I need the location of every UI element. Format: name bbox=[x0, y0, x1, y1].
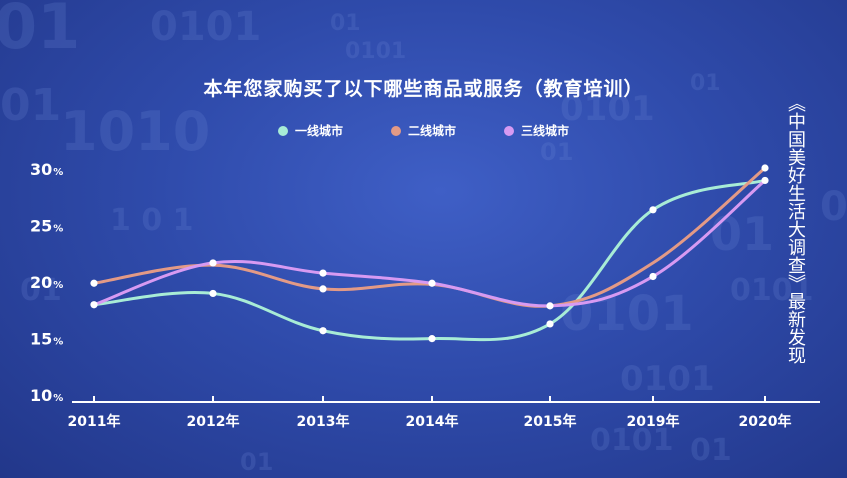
y-tick-number: 10 bbox=[30, 386, 52, 405]
binary-digit-decoration: 01 bbox=[540, 138, 573, 166]
data-point bbox=[319, 269, 327, 277]
binary-digit-decoration: 0101 bbox=[150, 4, 261, 50]
data-point bbox=[90, 279, 98, 287]
data-point bbox=[209, 259, 217, 267]
y-tick-number: 30 bbox=[30, 160, 52, 179]
legend-swatch-series-2 bbox=[390, 125, 401, 136]
data-point bbox=[649, 272, 657, 281]
binary-digit-decoration: 01 bbox=[330, 11, 361, 36]
binary-digit-decoration: 0101 bbox=[560, 89, 655, 129]
legend-item-series-1: 一线城市 bbox=[277, 122, 343, 139]
y-tick-unit: % bbox=[53, 280, 63, 291]
x-tick-label: 2015年 bbox=[524, 413, 577, 430]
y-tick-label: 25% bbox=[30, 217, 63, 236]
source-note: 《中国美好生活大调查》最新发现 bbox=[785, 94, 806, 364]
binary-digit-decoration: 01 bbox=[690, 71, 721, 96]
data-point bbox=[319, 327, 327, 335]
x-tick-label: 2013年 bbox=[297, 413, 350, 430]
binary-digit-decoration: 1 0 1 bbox=[110, 203, 194, 238]
data-point bbox=[546, 302, 554, 310]
data-point bbox=[428, 279, 436, 287]
data-point bbox=[428, 335, 436, 343]
binary-digit-decoration: 01 bbox=[20, 273, 62, 308]
y-tick-label: 10% bbox=[30, 386, 63, 405]
binary-digit-decoration: 0101 bbox=[620, 359, 715, 399]
binary-digit-decoration: 0101 bbox=[590, 423, 674, 458]
binary-digit-decoration: 1010 bbox=[60, 100, 210, 163]
y-tick-unit: % bbox=[53, 224, 63, 235]
x-tick-label: 2012年 bbox=[187, 413, 240, 430]
binary-digit-decoration: 0101 bbox=[345, 39, 406, 64]
series-line-1 bbox=[92, 178, 767, 342]
x-tick-label: 2020年 bbox=[739, 413, 792, 430]
y-tick-number: 25 bbox=[30, 217, 52, 236]
x-tick-label: 2014年 bbox=[406, 413, 459, 430]
y-tick-unit: % bbox=[53, 337, 63, 348]
legend-item-series-2: 二线城市 bbox=[390, 122, 456, 139]
y-tick-unit: % bbox=[53, 393, 63, 404]
binary-digit-decoration: 0101 bbox=[730, 273, 814, 308]
legend-label-series-1: 一线城市 bbox=[294, 124, 343, 138]
y-tick-number: 20 bbox=[30, 273, 52, 292]
data-point bbox=[649, 206, 657, 214]
legend: 一线城市 二线城市 三线城市 bbox=[0, 122, 847, 139]
binary-digit-decoration: 01 bbox=[0, 80, 61, 131]
y-tick-label: 20% bbox=[30, 273, 63, 292]
binary-digit-decoration: 01 bbox=[0, 0, 80, 63]
y-tick-label: 30% bbox=[30, 160, 63, 179]
binary-digit-decoration: 01 bbox=[820, 184, 847, 230]
data-point bbox=[761, 176, 769, 185]
legend-swatch-series-3 bbox=[504, 125, 514, 136]
y-tick-number: 15 bbox=[30, 330, 52, 349]
x-tick-label: 2011年 bbox=[68, 413, 121, 430]
legend-swatch-series-1 bbox=[277, 125, 288, 136]
data-point bbox=[319, 285, 327, 293]
legend-label-series-2: 二线城市 bbox=[407, 124, 456, 138]
data-point bbox=[209, 289, 217, 298]
y-tick-unit: % bbox=[53, 167, 63, 178]
y-tick-label: 15% bbox=[30, 330, 63, 349]
data-point bbox=[90, 301, 98, 309]
data-point bbox=[546, 320, 554, 328]
binary-digit-decoration: 01 bbox=[690, 433, 732, 468]
chart-title: 本年您家购买了以下哪些商品或服务（教育培训） bbox=[203, 78, 644, 100]
binary-digit-decoration: 01 bbox=[240, 448, 273, 476]
legend-item-series-3: 三线城市 bbox=[504, 122, 569, 139]
x-tick-label: 2019年 bbox=[627, 413, 680, 430]
data-point bbox=[761, 164, 769, 172]
binary-digit-decoration: 01 bbox=[710, 207, 774, 261]
legend-label-series-3: 三线城市 bbox=[521, 124, 570, 138]
series-line-3 bbox=[92, 178, 767, 308]
